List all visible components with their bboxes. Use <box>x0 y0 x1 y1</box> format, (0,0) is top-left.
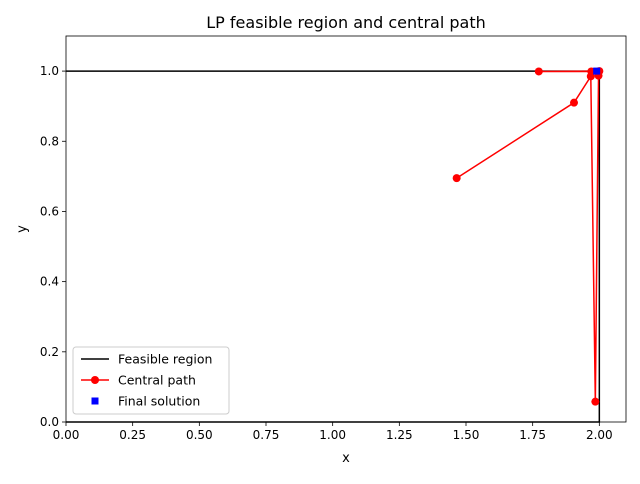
y-tick-label: 0.8 <box>40 134 59 148</box>
legend-final-solution-label: Final solution <box>118 394 200 409</box>
legend-box <box>72 346 230 415</box>
y-tick-label: 0.4 <box>40 275 59 289</box>
y-tick-label: 0.2 <box>40 345 59 359</box>
x-tick-label: 0.25 <box>119 428 146 442</box>
chart-title: LP feasible region and central path <box>206 13 485 32</box>
x-axis-label: x <box>342 451 350 466</box>
central-path-line <box>456 70 600 402</box>
y-tick-label: 0.6 <box>40 204 59 218</box>
y-axis-label: y <box>15 225 30 233</box>
x-tick-label: 1.25 <box>386 428 413 442</box>
central-path-point <box>452 174 461 183</box>
central-path-point <box>570 98 578 107</box>
legend: Feasible region Central path Final solutio… <box>72 346 230 415</box>
central-path-point <box>591 397 600 406</box>
legend-feasible-region-label: Feasible region <box>118 352 212 367</box>
x-axis-ticks: 0.00 0.25 0.50 0.75 1.00 1.25 1.50 1.75 2.00 <box>53 422 613 442</box>
legend-central-path-label: Central path <box>118 373 196 388</box>
x-tick-label: 1.00 <box>319 428 346 442</box>
y-tick-label: 0.0 <box>40 415 59 429</box>
final-solution-point <box>593 67 601 75</box>
legend-central-path-marker <box>91 376 99 384</box>
x-tick-label: 1.75 <box>519 428 546 442</box>
plot-frame <box>65 35 627 423</box>
y-tick-label: 1.0 <box>40 64 59 78</box>
x-tick-label: 0.00 <box>53 428 80 442</box>
x-tick-label: 0.75 <box>253 428 280 442</box>
central-path-point <box>534 67 543 76</box>
legend-final-solution-marker <box>91 397 99 405</box>
x-tick-label: 2.00 <box>586 428 613 442</box>
x-tick-label: 1.50 <box>453 428 480 442</box>
y-axis-ticks: 0.0 0.2 0.4 0.6 0.8 1.0 <box>40 64 66 429</box>
x-tick-label: 0.50 <box>186 428 213 442</box>
